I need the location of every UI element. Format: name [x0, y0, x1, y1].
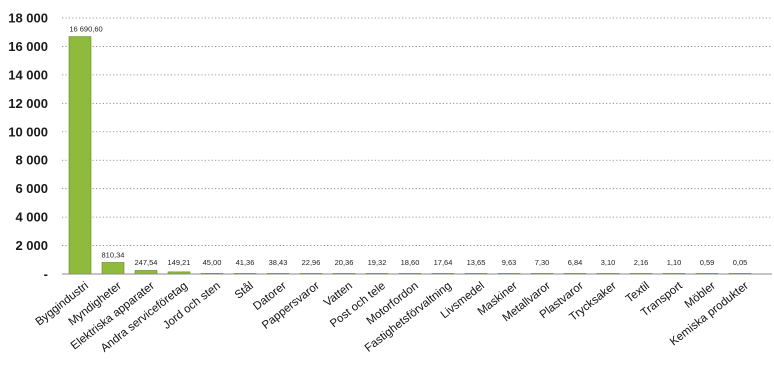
x-tick-label: Pappersvaror [260, 280, 322, 332]
y-tick-label: 16 000 [8, 39, 48, 54]
data-label: 20,36 [335, 258, 354, 267]
y-tick-label: 12 000 [8, 96, 48, 111]
data-label: 41,36 [236, 258, 255, 267]
data-label: 6,84 [568, 258, 583, 267]
y-tick-label: 6 000 [15, 181, 48, 196]
data-label: 22,96 [302, 258, 321, 267]
data-label: 0,59 [700, 258, 715, 267]
y-axis-tick-labels: - 2 000 4 000 6 000 8 000 10 000 12 000 14 000 1… [8, 11, 48, 282]
x-tick-label: Jord och sten [161, 280, 223, 332]
x-tick-label: Stål [233, 280, 256, 302]
data-label: 19,32 [368, 258, 387, 267]
data-label: 2,16 [634, 258, 649, 267]
data-label: 149,21 [168, 258, 191, 267]
y-tick-label: 2 000 [15, 238, 48, 253]
data-label: 810,34 [102, 250, 125, 259]
bar [134, 270, 158, 275]
data-label: 247,54 [135, 258, 158, 267]
bars [68, 36, 752, 275]
data-label: 7,30 [535, 258, 550, 267]
data-label: 0,05 [733, 258, 748, 267]
data-label: 45,00 [203, 258, 222, 267]
y-tick-label: 4 000 [15, 210, 48, 225]
data-label: 17,64 [434, 258, 453, 267]
bar [68, 36, 92, 275]
data-label: 1,10 [667, 258, 682, 267]
y-tick-label: - [44, 267, 48, 282]
data-label: 13,65 [467, 258, 486, 267]
x-tick-label: Textil [624, 280, 652, 306]
bar [101, 262, 125, 275]
y-tick-label: 8 000 [15, 153, 48, 168]
data-label: 9,63 [502, 258, 517, 267]
y-tick-label: 18 000 [8, 11, 48, 26]
data-label: 16 690,60 [69, 25, 102, 34]
gridlines [62, 17, 772, 246]
data-label: 3,10 [601, 258, 616, 267]
y-tick-label: 14 000 [8, 67, 48, 82]
data-label: 18,60 [401, 258, 420, 267]
data-label: 38,43 [269, 258, 288, 267]
y-tick-label: 10 000 [8, 124, 48, 139]
data-labels: 16 690,60 810,34 247,54 149,21 45,00 41,36 38,… [69, 25, 747, 267]
